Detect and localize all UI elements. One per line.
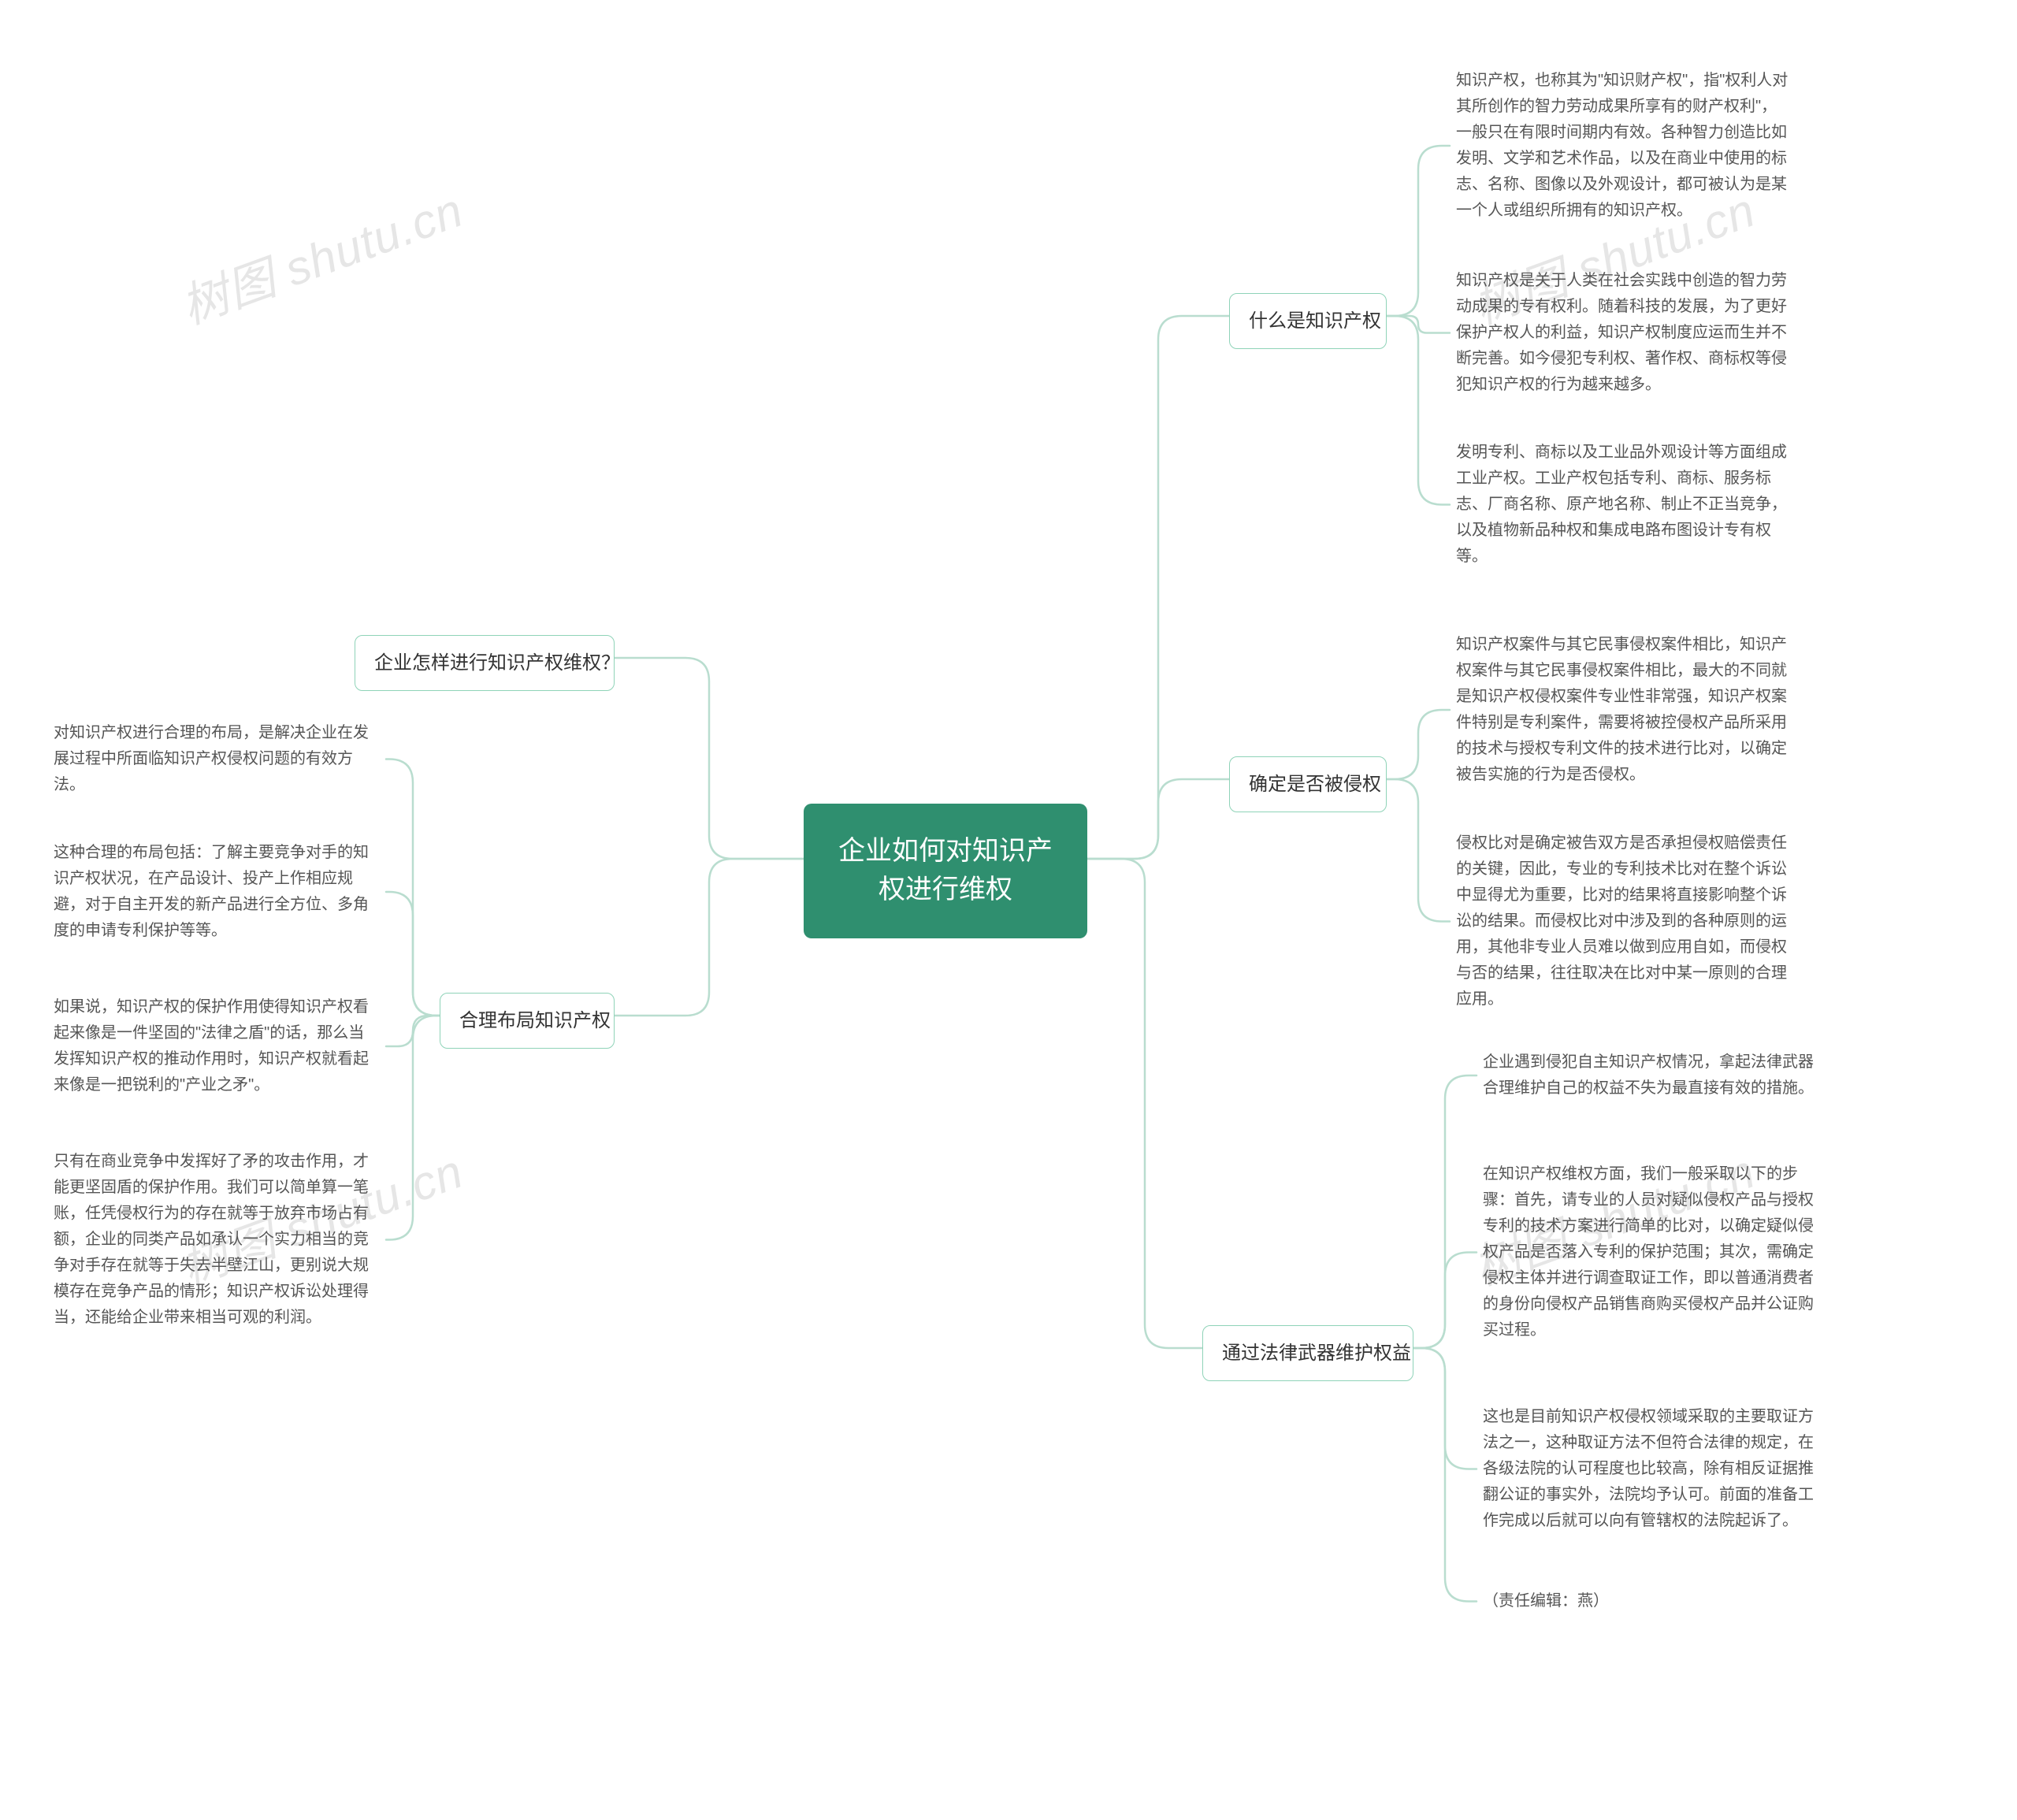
branch-how-enterprise-defend[interactable]: 企业怎样进行知识产权维权？ — [355, 635, 615, 691]
mindmap-canvas: 树图 shutu.cn 树图 shutu.cn 树图 shutu.cn 树图 s… — [0, 0, 2017, 1820]
leaf-legal-3: 这也是目前知识产权侵权领域采取的主要取证方法之一，这种取证方法不但符合法律的规定… — [1477, 1399, 1823, 1539]
leaf-layout-3: 如果说，知识产权的保护作用使得知识产权看起来像是一件坚固的"法律之盾"的话，那么… — [47, 990, 386, 1103]
leaf-whatip-2: 知识产权是关于人类在社会实践中创造的智力劳动成果的专有权利。随着科技的发展，为了… — [1450, 263, 1796, 403]
leaf-determine-2: 侵权比对是确定被告双方是否承担侵权赔偿责任的关键，因此，专业的专利技术比对在整个… — [1450, 826, 1796, 1017]
branch-layout-ip[interactable]: 合理布局知识产权 — [440, 993, 615, 1049]
leaf-legal-1: 企业遇到侵犯自主知识产权情况，拿起法律武器合理维护自己的权益不失为最直接有效的措… — [1477, 1045, 1823, 1106]
leaf-layout-1: 对知识产权进行合理的布局，是解决企业在发展过程中所面临知识产权侵权问题的有效方法… — [47, 715, 386, 803]
leaf-legal-4: （责任编辑：燕） — [1477, 1584, 1823, 1619]
watermark: 树图 shutu.cn — [170, 173, 471, 338]
leaf-whatip-1: 知识产权，也称其为"知识财产权"，指"权利人对其所创作的智力劳动成果所享有的财产… — [1450, 63, 1796, 228]
leaf-legal-2: 在知识产权维权方面，我们一般采取以下的步骤：首先，请专业的人员对疑似侵权产品与授… — [1477, 1157, 1823, 1348]
branch-what-is-ip[interactable]: 什么是知识产权 — [1229, 293, 1387, 349]
branch-determine-infringement[interactable]: 确定是否被侵权 — [1229, 756, 1387, 812]
branch-legal-weapon[interactable]: 通过法律武器维护权益 — [1202, 1325, 1413, 1381]
root-node[interactable]: 企业如何对知识产权进行维权 — [804, 804, 1087, 938]
leaf-layout-4: 只有在商业竞争中发挥好了矛的攻击作用，才能更坚固盾的保护作用。我们可以简单算一笔… — [47, 1144, 386, 1335]
leaf-determine-1: 知识产权案件与其它民事侵权案件相比，知识产权案件与其它民事侵权案件相比，最大的不… — [1450, 627, 1796, 793]
leaf-layout-2: 这种合理的布局包括：了解主要竞争对手的知识产权状况，在产品设计、投产上作相应规避… — [47, 835, 386, 949]
leaf-whatip-3: 发明专利、商标以及工业品外观设计等方面组成工业产权。工业产权包括专利、商标、服务… — [1450, 435, 1796, 574]
